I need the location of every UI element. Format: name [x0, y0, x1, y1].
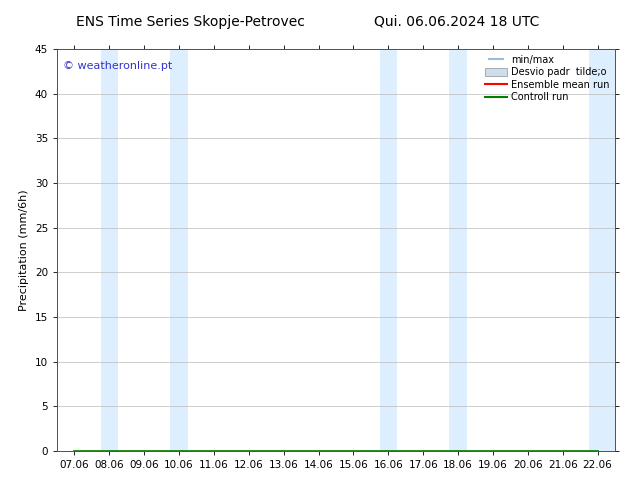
Text: Qui. 06.06.2024 18 UTC: Qui. 06.06.2024 18 UTC	[374, 15, 539, 29]
Y-axis label: Precipitation (mm/6h): Precipitation (mm/6h)	[19, 189, 29, 311]
Bar	[380, 49, 397, 451]
Text: ENS Time Series Skopje-Petrovec: ENS Time Series Skopje-Petrovec	[75, 15, 305, 29]
Bar	[171, 49, 188, 451]
Bar	[450, 49, 467, 451]
Bar	[101, 49, 118, 451]
Text: © weatheronline.pt: © weatheronline.pt	[63, 61, 172, 71]
Legend: min/max, Desvio padr  tilde;o, Ensemble mean run, Controll run: min/max, Desvio padr tilde;o, Ensemble m…	[482, 52, 612, 105]
Bar	[589, 49, 615, 451]
